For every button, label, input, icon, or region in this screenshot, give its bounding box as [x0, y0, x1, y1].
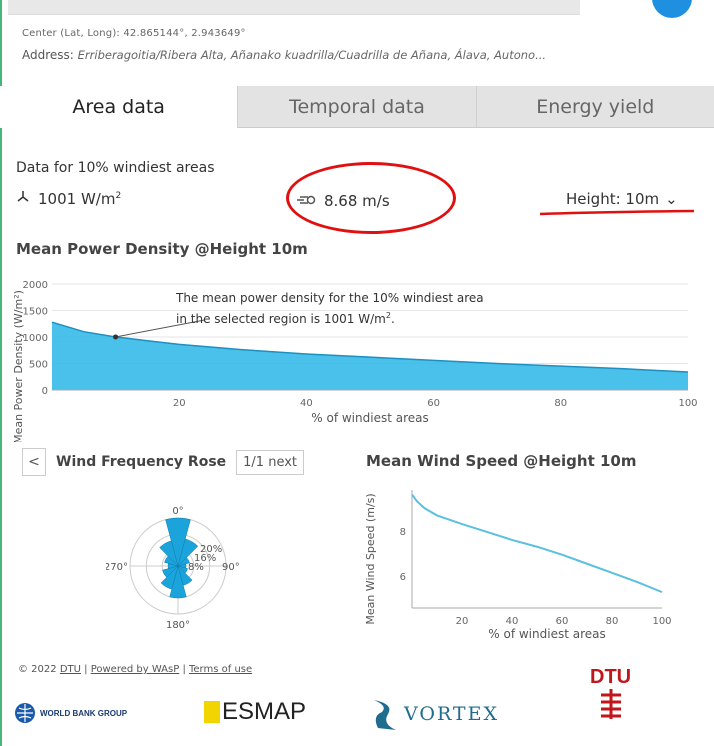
footer-line: © 2022 DTU | Powered by WAsP | Terms of … — [18, 664, 252, 675]
rose-navigation: < Wind Frequency Rose 1/1 next — [22, 448, 305, 476]
height-label: Height: 10m — [566, 190, 660, 208]
rose-ring-label: 20% — [200, 544, 222, 555]
x-tick-label: 80 — [606, 616, 619, 627]
tab-area-data[interactable]: Area data — [0, 86, 238, 128]
power-density-title: Mean Power Density @Height 10m — [16, 240, 308, 258]
dtu-link[interactable]: DTU — [59, 664, 81, 675]
dtu-text: DTU — [590, 666, 632, 688]
chevron-down-icon: ⌄ — [665, 190, 678, 208]
y-tick-label: 8 — [400, 527, 406, 538]
dtu-mark-icon — [600, 689, 621, 719]
height-dropdown[interactable]: Height: 10m ⌄ — [566, 190, 678, 208]
partner-logos: WORLD BANK GROUP ESMAP VORTEX DTU — [0, 666, 714, 746]
annotation-sup: 2 — [385, 311, 391, 320]
vortex-mark-icon — [374, 700, 396, 730]
annotation-end: . — [390, 312, 395, 326]
y-tick-label: 0 — [42, 386, 48, 397]
power-unit-sup: 2 — [115, 191, 122, 201]
power-density-chart: 0 500 1000 1500 2000 20 40 60 80 100 % of windiest… — [12, 280, 698, 442]
power-density-annotation: The mean power density for the 10% windi… — [176, 289, 484, 328]
data-heading: Data for 10% windiest areas — [16, 160, 215, 176]
wind-speed-chart: 6 8 20 40 60 80 100 % of windiest areas Mean Win… — [364, 490, 672, 641]
esmap-logo: ESMAP — [204, 698, 306, 726]
rose-label-north: 0° — [172, 506, 183, 517]
power-density-area — [52, 322, 688, 390]
y-axis-label: Mean Wind Speed (m/s) — [364, 493, 377, 624]
rose-label-south: 180° — [166, 620, 190, 631]
x-tick-label: 60 — [427, 398, 440, 409]
vortex-logo: VORTEX — [370, 696, 499, 732]
annotation-line-2: in the selected region is 1001 W/m — [176, 312, 386, 326]
left-edge-strip — [0, 0, 2, 746]
tab-energy-yield[interactable]: Energy yield — [475, 86, 714, 128]
rose-petal — [162, 565, 179, 578]
rose-ring-label: 8% — [188, 562, 204, 573]
rose-petal — [177, 538, 199, 567]
floating-action-button[interactable] — [652, 0, 692, 18]
x-tick-label: 40 — [300, 398, 313, 409]
address-line: Address: Erriberagoitia/Ribera Alta, Aña… — [22, 48, 546, 62]
y-tick-label: 2000 — [23, 280, 48, 291]
rose-petal — [160, 565, 179, 590]
address-value: Erriberagoitia/Ribera Alta, Añanako kuad… — [77, 48, 547, 62]
annotation-point — [113, 334, 119, 340]
terms-of-use-link[interactable]: Terms of use — [189, 664, 253, 675]
vortex-text: VORTEX — [404, 703, 500, 725]
x-tick-label: 80 — [554, 398, 567, 409]
wind-speed-line — [411, 493, 663, 594]
rose-label-east: 90° — [222, 562, 240, 573]
x-tick-label: 20 — [456, 616, 469, 627]
dtu-logo: DTU — [590, 666, 631, 719]
footer-separator: | — [80, 664, 91, 675]
red-circle-annotation — [286, 162, 456, 234]
tab-temporal-data[interactable]: Temporal data — [237, 86, 476, 128]
footer-separator: | — [179, 664, 189, 675]
annotation-line-1: The mean power density for the 10% windi… — [176, 291, 484, 305]
wind-rose-title: Wind Frequency Rose — [56, 454, 227, 470]
x-tick-label: 40 — [506, 616, 519, 627]
wind-rose-chart: 0° 90° 180° 270° 20%16%8% — [106, 506, 240, 631]
rose-petal — [159, 540, 179, 567]
y-axis-label: Mean Power Density (W/m²) — [12, 290, 25, 442]
globe-icon — [15, 703, 35, 723]
next-button[interactable]: 1/1 next — [236, 449, 305, 475]
worldbank-logo: WORLD BANK GROUP — [14, 702, 127, 724]
esmap-text: ESMAP — [222, 698, 307, 725]
x-tick-label: 100 — [652, 616, 671, 627]
y-tick-label: 500 — [29, 360, 48, 371]
worldbank-text: WORLD BANK GROUP — [40, 708, 128, 718]
y-tick-label: 1500 — [23, 307, 48, 318]
center-coordinates: Center (Lat, Long): 42.865144°, 2.943649… — [22, 28, 246, 39]
rose-petal — [165, 517, 191, 567]
top-panel-bar — [8, 0, 580, 15]
y-tick-label: 1000 — [23, 333, 48, 344]
esmap-mark — [204, 701, 220, 723]
red-underline-annotation — [539, 209, 695, 216]
y-tick-label: 6 — [400, 572, 406, 583]
x-tick-label: 100 — [678, 398, 697, 409]
wind-speed-title: Mean Wind Speed @Height 10m — [366, 452, 637, 470]
tab-bar: Area data Temporal data Energy yield — [0, 86, 714, 128]
x-tick-label: 20 — [173, 398, 186, 409]
rose-petal — [177, 557, 190, 567]
x-axis-label: % of windiest areas — [311, 411, 428, 425]
power-density-summary: 1001 W/m2 — [16, 190, 121, 208]
previous-button[interactable]: < — [22, 448, 46, 476]
rose-label-west: 270° — [106, 562, 128, 573]
powered-by-link[interactable]: Powered by WAsP — [90, 664, 180, 675]
x-tick-label: 60 — [556, 616, 569, 627]
power-density-value: 1001 W/m — [38, 190, 116, 208]
copyright-text: © 2022 — [18, 664, 57, 675]
turbine-icon — [16, 190, 30, 208]
address-prefix: Address: — [22, 48, 78, 62]
rose-ring-label: 16% — [194, 553, 216, 564]
rose-petal — [169, 565, 187, 599]
x-axis-label: % of windiest areas — [488, 627, 605, 641]
annotation-pointer — [115, 319, 205, 338]
